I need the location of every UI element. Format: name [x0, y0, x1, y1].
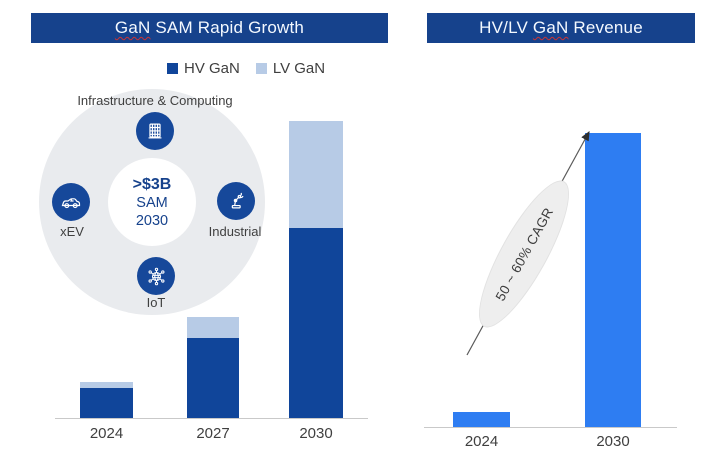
left-bar-2024-lv-segment [80, 382, 133, 388]
legend: HV GaN LV GaN [167, 60, 325, 77]
lv-gan-legend-label: LV GaN [272, 60, 326, 77]
right-bar-2024-segment [453, 412, 510, 427]
left-bar-2030-lv-segment [289, 121, 343, 228]
right-title-text: HV/LV GaN Revenue [479, 18, 643, 38]
right-bar-2024 [453, 412, 510, 427]
right-bar-2030 [585, 133, 641, 427]
left-chart-title-banner: GaN SAM Rapid Growth [31, 13, 388, 43]
left-title-text: GaN SAM Rapid Growth [115, 18, 304, 38]
hv-gan-legend-label: HV GaN [184, 60, 240, 77]
segment-label-infrastructure-computing: Infrastructure & Computing [77, 93, 233, 108]
right-x-label-2024: 2024 [464, 433, 499, 450]
right-title-prefix: HV/LV [479, 18, 533, 37]
car-icon [52, 183, 90, 221]
computing-icon [136, 112, 174, 150]
right-chart-title-banner: HV/LV GaN Revenue [427, 13, 695, 43]
ring-center-sam: SAM [136, 194, 168, 211]
left-bar-2024-hv-segment [80, 388, 133, 418]
left-title-gan-word: GaN [114, 18, 151, 37]
right-title-rest: Revenue [568, 18, 643, 37]
iot-icon [137, 257, 175, 295]
ring-center-value: >$3B [132, 175, 172, 193]
left-bar-2027 [187, 317, 239, 418]
left-bar-2027-hv-segment [187, 338, 239, 418]
left-x-label-2024: 2024 [89, 425, 124, 442]
segment-label-industrial: Industrial [208, 224, 262, 239]
hv-gan-swatch [167, 63, 178, 74]
left-x-label-2027: 2027 [196, 425, 230, 442]
lv-gan-swatch [255, 63, 267, 74]
right-title-gan-word: GaN [532, 18, 569, 37]
left-x-axis [55, 418, 368, 419]
left-bar-2030-hv-segment [289, 228, 343, 418]
robot-arm-icon [217, 182, 255, 220]
left-bar-2024 [80, 382, 133, 418]
segment-label-iot: IoT [146, 295, 166, 310]
left-bar-2027-lv-segment [187, 317, 239, 338]
legend-item-hv-gan: HV GaN [167, 60, 240, 77]
legend-item-lv-gan: LV GaN [255, 60, 326, 77]
ring-center-year: 2030 [135, 212, 169, 229]
left-bar-2030 [289, 121, 343, 418]
segment-label-xev: xEV [60, 224, 84, 239]
ring-center: >$3B SAM 2030 [108, 158, 196, 246]
right-x-label-2030: 2030 [596, 433, 630, 450]
left-title-rest: SAM Rapid Growth [150, 18, 305, 37]
left-x-label-2030: 2030 [299, 425, 333, 442]
right-x-axis [424, 427, 677, 428]
right-bar-2030-segment [585, 133, 641, 427]
